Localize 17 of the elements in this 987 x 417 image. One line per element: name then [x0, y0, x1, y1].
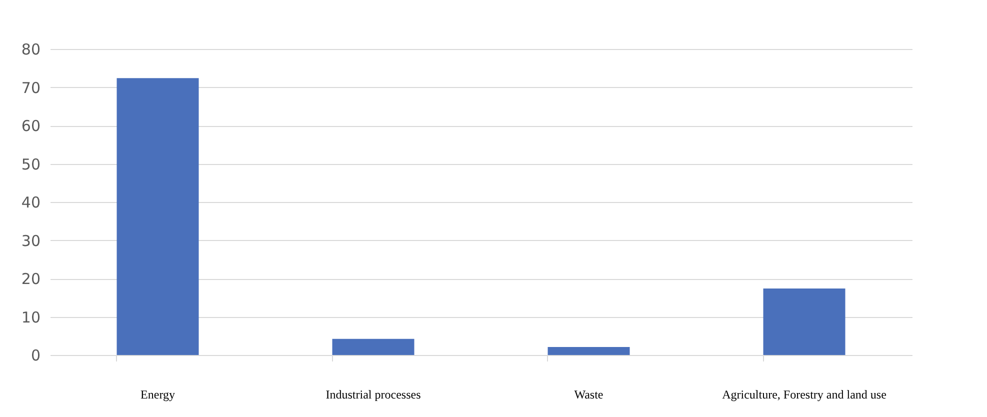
x-tick-label: Waste: [574, 388, 604, 402]
x-tick-label: Industrial processes: [326, 388, 422, 402]
x-tick-label: Energy: [140, 388, 175, 402]
bar: [116, 78, 199, 355]
y-tick-label: 80: [21, 40, 40, 58]
y-tick-label: 50: [21, 155, 40, 174]
x-tick-label: Agriculture, Forestry and land use: [722, 388, 886, 402]
y-tick-label: 60: [21, 117, 40, 135]
y-tick-label: 30: [21, 232, 40, 250]
y-tick-label: 20: [21, 270, 40, 288]
y-tick-label: 0: [30, 346, 40, 364]
y-tick-label: 40: [21, 194, 40, 212]
bar: [763, 288, 846, 355]
y-tick-label: 70: [21, 78, 40, 97]
bar: [332, 338, 414, 355]
bar: [548, 346, 630, 355]
y-tick-label: 10: [21, 308, 40, 326]
